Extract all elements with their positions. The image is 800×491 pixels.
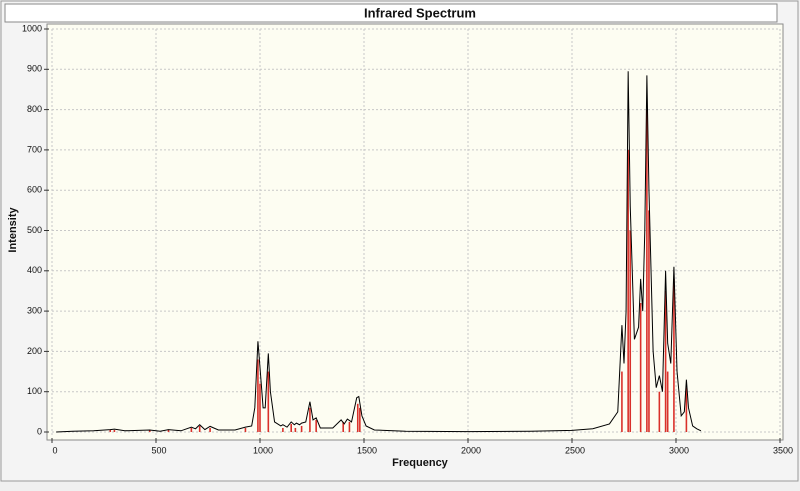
chart-title: Infrared Spectrum [364,5,476,20]
y-tick-label: 0 [37,426,42,436]
x-tick-label: 2000 [461,445,481,455]
x-tick-label: 500 [151,445,166,455]
y-tick-label: 600 [27,185,42,195]
y-tick-label: 900 [27,64,42,74]
y-tick-label: 200 [27,346,42,356]
y-tick-label: 300 [27,305,42,315]
spectrum-line [56,71,702,433]
title-box [4,3,778,23]
x-tick-label: 2500 [565,445,585,455]
y-axis-title: Intensity [7,207,19,253]
x-axis-title: Frequency [392,457,449,469]
y-tick-label: 700 [27,144,42,154]
x-tick-label: 1500 [357,445,377,455]
x-tick-label: 1000 [253,445,273,455]
x-tick-label: 3500 [773,445,793,455]
y-tick-label: 800 [27,104,42,114]
x-tick-label: 3000 [669,445,689,455]
y-tick-label: 1000 [22,23,42,33]
x-tick-label: 0 [52,445,57,455]
plot-area [46,23,784,441]
y-tick-label: 500 [27,225,42,235]
y-tick-label: 400 [27,265,42,275]
y-tick-label: 100 [27,386,42,396]
